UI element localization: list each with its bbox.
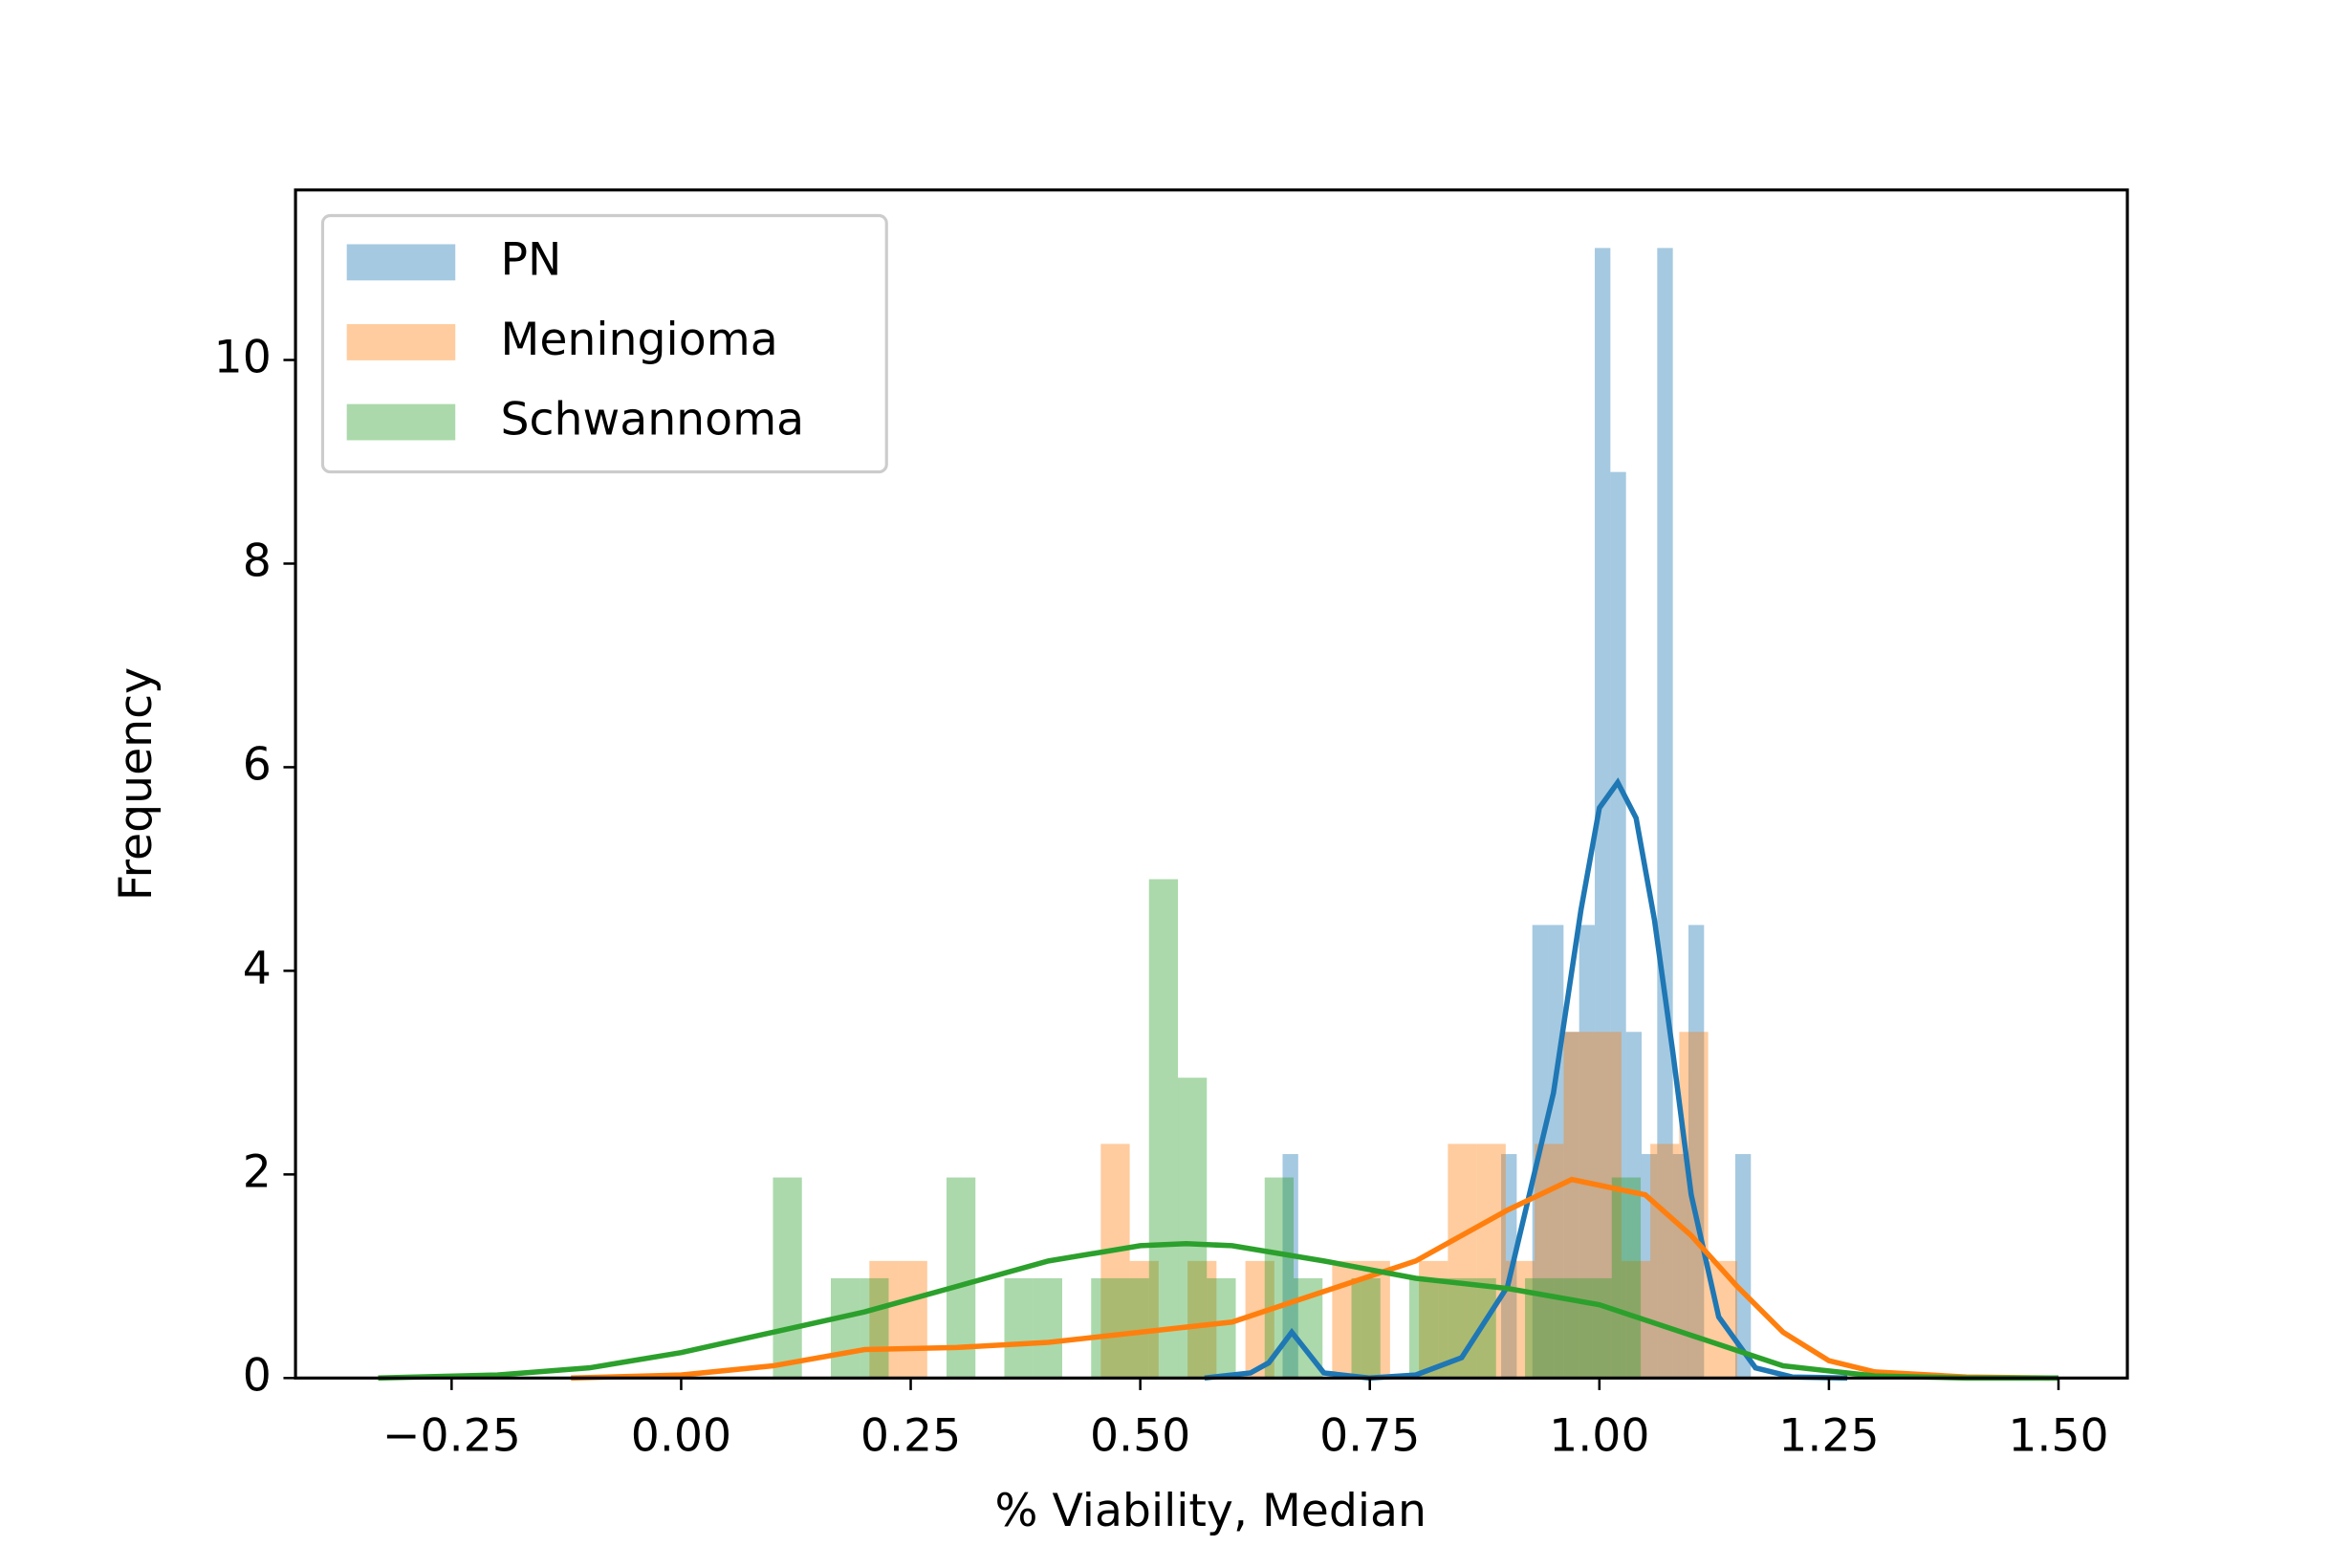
x-tick-label: 0.25 <box>860 1409 961 1462</box>
histogram-bar <box>898 1260 927 1379</box>
histogram-bar <box>1409 1277 1439 1379</box>
histogram-bar <box>1004 1277 1034 1379</box>
histogram-bar <box>1592 1032 1622 1379</box>
histogram-bar <box>1187 1260 1217 1379</box>
kde-line <box>378 1240 2059 1382</box>
histogram-bar <box>1178 1078 1208 1379</box>
histogram-bar <box>830 1277 860 1379</box>
x-tick-label: 1.50 <box>2008 1409 2108 1462</box>
x-tick-label: −0.25 <box>382 1409 521 1462</box>
histogram-bar <box>1207 1277 1236 1379</box>
histogram-bar <box>1351 1277 1381 1379</box>
histogram-bar <box>1650 1143 1680 1379</box>
histogram-bar <box>1595 248 1611 1379</box>
histogram-bar <box>773 1177 802 1379</box>
legend-label: Meningioma <box>501 314 778 366</box>
y-tick-label: 0 <box>243 1349 272 1402</box>
x-tick-label: 0.00 <box>631 1409 731 1462</box>
histogram-bar <box>1361 1260 1390 1379</box>
legend-label: Schwannoma <box>501 394 805 446</box>
histogram-bar <box>1100 1143 1130 1379</box>
histogram-bar <box>1734 1154 1752 1379</box>
histogram-bar <box>1563 1032 1579 1379</box>
y-tick-label: 4 <box>243 942 272 994</box>
histogram-bar <box>860 1277 889 1379</box>
histogram-bar <box>1282 1154 1298 1379</box>
legend-swatch <box>346 324 456 360</box>
x-tick-label: 1.25 <box>1778 1409 1879 1462</box>
histogram-bar <box>1033 1277 1062 1379</box>
histogram-bar <box>1657 248 1673 1379</box>
x-tick-label: 1.00 <box>1549 1409 1649 1462</box>
histogram-bar <box>1091 1277 1121 1379</box>
legend-box <box>320 213 888 474</box>
y-axis-label: Frequency <box>110 667 163 901</box>
histogram-bar <box>1148 879 1179 1379</box>
histogram-bar <box>1579 925 1596 1379</box>
y-tick-label: 6 <box>243 738 272 791</box>
x-tick-label: 0.75 <box>1319 1409 1420 1462</box>
plot-area <box>378 248 2059 1382</box>
kde-line <box>571 1176 2050 1382</box>
y-tick-label: 2 <box>243 1145 272 1198</box>
histogram-bar <box>1554 1277 1583 1379</box>
histogram-bar <box>1129 1260 1159 1379</box>
histogram-bar <box>1476 1143 1506 1379</box>
legend-swatch <box>346 244 456 281</box>
histogram-bar <box>1672 1154 1688 1379</box>
y-tick-label: 8 <box>243 534 272 587</box>
y-tick-label: 10 <box>214 332 272 384</box>
histogram-bar <box>1688 925 1705 1379</box>
x-axis-label: % Viability, Median <box>995 1485 1427 1537</box>
histogram-bar <box>1610 471 1626 1379</box>
histogram-bar <box>1582 1277 1612 1379</box>
histogram-bar <box>1120 1277 1149 1379</box>
legend-label: PN <box>501 233 562 286</box>
histogram-bar <box>869 1260 899 1379</box>
histogram-bar <box>1563 1032 1593 1379</box>
axes-frame <box>294 188 2129 1380</box>
legend-swatch <box>346 403 456 441</box>
kde-line <box>1204 777 1848 1382</box>
x-tick-label: 0.50 <box>1090 1409 1190 1462</box>
histogram-bar <box>1611 1177 1642 1379</box>
histogram-bar <box>1264 1177 1295 1379</box>
histogram-bar <box>1625 1032 1642 1379</box>
